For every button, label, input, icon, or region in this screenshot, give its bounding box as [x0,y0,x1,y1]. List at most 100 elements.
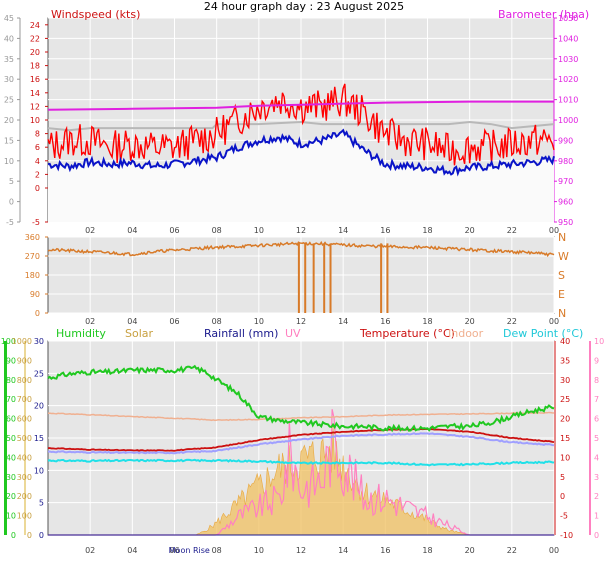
humidity-tick-label: 40 [6,453,16,462]
windspeed-tick-label: 14 [30,89,40,98]
outer-left-tick-label: 0 [9,198,14,207]
wind-x-tick-label: 22 [507,226,517,235]
outer-left-tick-label: 45 [4,14,14,23]
humidity-tick-label: 10 [6,512,16,521]
wind-x-tick-label: 02 [85,226,95,235]
winddir-x-tick-label: 18 [422,317,432,326]
temp-x-tick-label: 22 [507,546,517,555]
barometer-tick-label: 1040 [558,34,578,43]
windspeed-tick-label: 10 [30,116,40,125]
winddir-tick-label: 270 [25,252,40,261]
windspeed-tick-label: 8 [35,130,40,139]
wind-direction-line [47,240,555,258]
windspeed-tick-label: 2 [35,170,40,179]
solar-tick-label: 700 [17,395,32,404]
humidity-tick-label: 30 [6,473,16,482]
humidity-tick-label: 0 [11,531,16,540]
temp-x-tick-label: 08 [212,546,222,555]
humidity-tick-label: 70 [6,395,16,404]
winddir-tick-label: 90 [30,290,40,299]
temperature-tick-label: 10 [560,453,570,462]
windspeed-tick-label: 6 [35,143,40,152]
humidity-tick-label: 100 [1,337,16,346]
barometer-line [47,100,554,111]
winddir-x-tick-label: 20 [465,317,475,326]
temp-x-tick-label: 10 [254,546,264,555]
uv-tick-label: 0 [594,531,599,540]
temp-axes: 0510152025300102030405060708090100010020… [1,337,604,555]
temperature-tick-label: 30 [560,376,570,385]
temperature-tick-label: 25 [560,395,570,404]
rainfall-tick-label: 5 [39,499,44,508]
windspeed-tick-label: 0 [35,184,40,193]
wind-x-tick-label: 12 [296,226,306,235]
barometer-tick-label: 960 [558,198,573,207]
legend-item: UV [285,327,301,340]
temp-x-tick-label: 04 [127,546,137,555]
humidity-tick-label: 90 [6,356,16,365]
wind-average-fill [48,130,554,222]
temperature-tick-label: 35 [560,356,570,365]
moon-rise-label: Moon Rise [169,546,210,555]
rainfall-tick-label: 30 [34,337,44,346]
uv-tick-label: 1 [594,512,599,521]
solar-tick-label: 200 [17,492,32,501]
wind-x-tick-label: 20 [465,226,475,235]
humidity-axis-bar [4,341,7,535]
solar-tick-label: 1000 [12,337,32,346]
winddir-tick-label: 180 [25,271,40,280]
winddir-x-tick-label: 00 [549,317,559,326]
uv-tick-label: 6 [594,415,599,424]
barometer-tick-label: 1050 [558,14,578,23]
windspeed-tick-label: 12 [30,102,40,111]
barometer-tick-label: 970 [558,177,573,186]
barometer-tick-label: 1010 [558,96,578,105]
temp-series [47,364,555,536]
uv-tick-label: 5 [594,434,599,443]
barometer-tick-label: 1020 [558,75,578,84]
temp-x-tick-label: 14 [338,546,348,555]
legend-item: Temperature (°C) [359,327,455,340]
rainfall-tick-label: 25 [34,369,44,378]
outer-left-tick-label: 40 [4,34,14,43]
humidity-tick-label: 80 [6,376,16,385]
temperature-tick-label: -10 [560,531,573,540]
barometer-tick-label: 1000 [558,116,578,125]
page-title: 24 hour graph day : 23 August 2025 [204,0,404,13]
outer-left-tick-label: 30 [4,75,14,84]
windspeed-tick-label: 4 [35,157,40,166]
compass-label: E [558,288,565,301]
rainfall-tick-label: 0 [39,531,44,540]
solar-tick-label: 0 [27,531,32,540]
solar-tick-label: 800 [17,376,32,385]
uv-tick-label: 8 [594,376,599,385]
winddir-x-tick-label: 08 [212,317,222,326]
humidity-tick-label: 20 [6,492,16,501]
winddir-x-tick-label: 16 [380,317,390,326]
temperature-tick-label: 20 [560,415,570,424]
temperature-line [47,428,555,452]
solar-tick-label: 600 [17,415,32,424]
uv-tick-label: 3 [594,473,599,482]
uv-tick-label: 7 [594,395,599,404]
apparent-temperature-line [47,432,555,455]
wind-x-tick-label: 08 [212,226,222,235]
solar-tick-label: 300 [17,473,32,482]
outer-left-tick-label: 15 [4,136,14,145]
solar-tick-label: 500 [17,434,32,443]
wind-gust-line [47,83,555,166]
barometer-tick-label: 950 [558,218,573,227]
wind-x-tick-label: 00 [549,226,559,235]
solar-tick-label: 100 [17,512,32,521]
temp-legend: Humidity Solar Rainfall (mm) UV Temperature … [56,327,583,340]
legend-item: Dew Point (°C) [503,327,583,340]
wind-average-line [47,128,555,177]
winddir-x-tick-label: 12 [296,317,306,326]
legend-item: Indoor [448,327,484,340]
windspeed-tick-label: 18 [30,62,40,71]
compass-label: N [558,307,566,320]
temperature-tick-label: 5 [560,473,565,482]
uv-tick-label: 2 [594,492,599,501]
uv-tick-label: 10 [594,337,604,346]
